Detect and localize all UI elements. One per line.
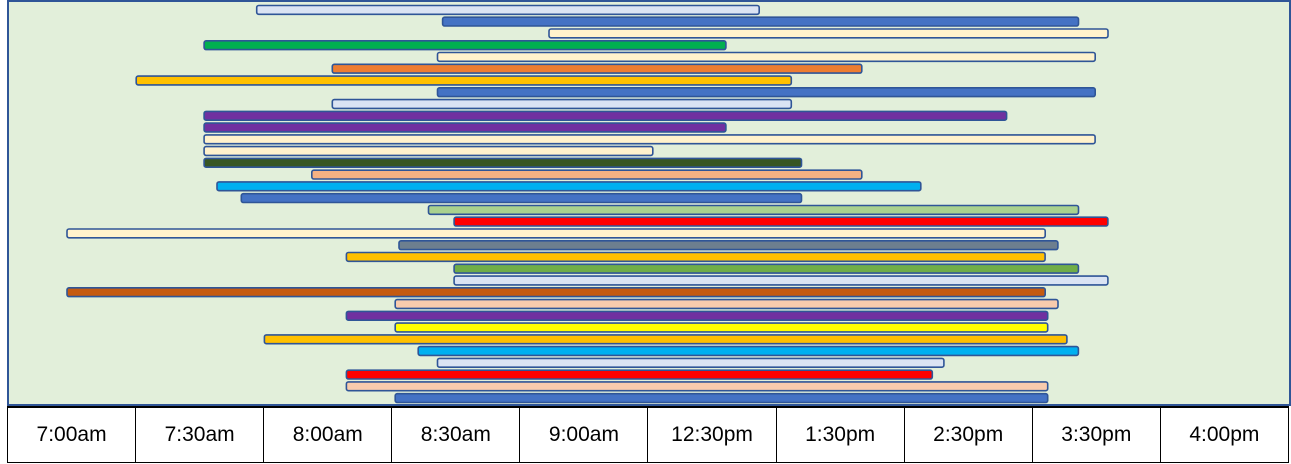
range-bar <box>203 134 1096 145</box>
range-bar <box>436 357 945 368</box>
range-bar <box>394 322 1049 333</box>
tick-label: 7:30am <box>135 408 263 462</box>
range-bar <box>398 240 1059 251</box>
bar-group <box>66 4 1109 404</box>
range-bar <box>310 169 863 180</box>
tick-label: 3:30pm <box>1031 408 1160 462</box>
range-bar <box>345 369 934 380</box>
range-bar <box>436 51 1097 63</box>
range-bar <box>240 192 803 204</box>
tick-label: 8:00am <box>263 408 391 462</box>
tick-label: 1:30pm <box>775 408 904 462</box>
range-bar <box>453 216 1109 227</box>
range-bar <box>66 286 1047 298</box>
range-bar <box>394 298 1059 310</box>
tick-label: 2:30pm <box>903 408 1032 462</box>
range-bar <box>203 39 727 51</box>
range-bar <box>453 263 1080 274</box>
range-bar <box>417 345 1080 357</box>
range-bar <box>427 204 1080 216</box>
range-bar <box>203 145 654 157</box>
tick-label: 9:00am <box>519 408 647 462</box>
x-axis-tick-row: 7:00am 7:30am 8:00am 8:30am 9:00am 12:30… <box>7 406 1289 463</box>
range-bar <box>216 181 922 192</box>
tick-label: 4:00pm <box>1159 408 1288 462</box>
range-bar <box>345 310 1049 321</box>
range-bar <box>331 63 863 74</box>
range-bar <box>135 75 793 86</box>
range-bar <box>548 28 1109 39</box>
range-bar <box>345 381 1049 392</box>
range-bar <box>263 334 1068 345</box>
range-bar <box>203 157 803 168</box>
tick-label: 7:00am <box>36 423 107 446</box>
range-bar <box>441 16 1080 27</box>
tick-label: 12:30pm <box>647 408 775 462</box>
range-bar <box>203 122 727 133</box>
chart-plot <box>7 0 1291 406</box>
range-bar <box>394 392 1049 404</box>
range-bar <box>66 228 1047 239</box>
range-bar <box>331 98 793 110</box>
range-bar <box>345 251 1046 263</box>
range-bar <box>203 110 1008 122</box>
range-bar <box>436 87 1097 98</box>
range-bar <box>255 4 760 16</box>
range-bar <box>453 275 1109 286</box>
tick-label: 8:30am <box>391 408 519 462</box>
